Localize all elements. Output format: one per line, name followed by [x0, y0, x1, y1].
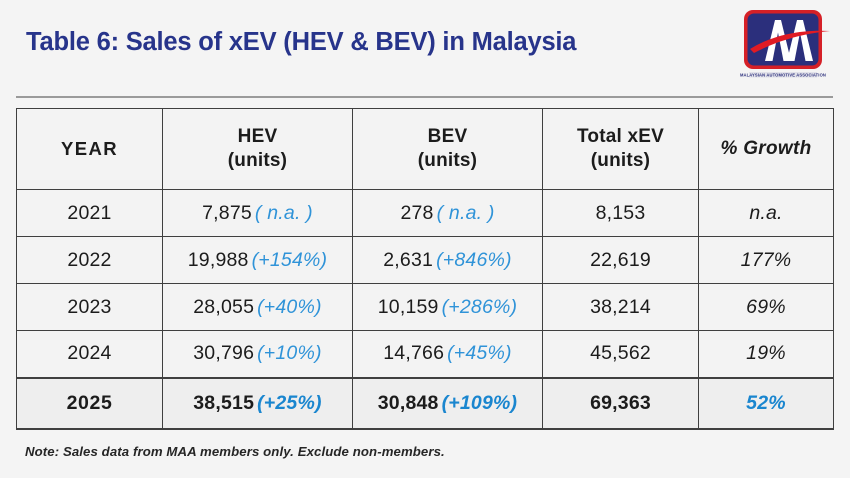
cell-bev: 30,848 (+109%): [352, 376, 543, 430]
cell-hev: 30,796 (+10%): [162, 330, 353, 378]
xev-sales-table-container: YEAR HEV (units) BEV (units) Total xEV (…: [16, 108, 834, 430]
table-row-highlighted: 2025 38,515 (+25%) 30,848 (+109%) 69,363 5…: [16, 376, 834, 430]
cell-bev-growth: (+45%): [447, 342, 512, 365]
cell-year: 2023: [16, 283, 163, 331]
column-header-total-xev-label: Total xEV: [577, 126, 664, 148]
column-header-year-label: YEAR: [61, 138, 118, 160]
column-header-bev: BEV (units): [352, 108, 543, 190]
cell-growth: n.a.: [698, 189, 834, 237]
cell-growth: 52%: [698, 376, 834, 430]
cell-hev-value: 28,055: [193, 295, 255, 318]
cell-year: 2021: [16, 189, 163, 237]
table-header-row: YEAR HEV (units) BEV (units) Total xEV (…: [16, 108, 834, 190]
cell-growth: 19%: [698, 330, 834, 378]
cell-bev: 278( n.a. ): [352, 189, 543, 237]
cell-hev: 28,055 (+40%): [162, 283, 353, 331]
cell-year: 2025: [16, 376, 163, 430]
header-divider: [16, 96, 833, 98]
cell-bev-growth: (+846%): [436, 248, 512, 271]
maa-logo-caption: MALAYSIAN AUTOMOTIVE ASSOCIATION: [740, 73, 826, 78]
cell-bev: 10,159 (+286%): [352, 283, 543, 331]
cell-bev-value: 278: [400, 201, 434, 224]
table-row: 2023 28,055 (+40%) 10,159 (+286%) 38,214 6…: [16, 283, 834, 331]
cell-bev: 14,766 (+45%): [352, 330, 543, 378]
table-row: 2022 19,988 (+154%) 2,631 (+846%) 22,619 1…: [16, 236, 834, 284]
table-body: 2021 7,875( n.a. ) 278( n.a. ) 8,153 n.a…: [16, 189, 834, 430]
column-header-year: YEAR: [16, 108, 163, 190]
cell-growth: 177%: [698, 236, 834, 284]
cell-hev-value: 7,875: [202, 201, 252, 224]
cell-bev-growth: ( n.a. ): [436, 201, 495, 224]
table-row: 2021 7,875( n.a. ) 278( n.a. ) 8,153 n.a…: [16, 189, 834, 237]
cell-growth: 69%: [698, 283, 834, 331]
xev-sales-table: YEAR HEV (units) BEV (units) Total xEV (…: [16, 108, 834, 430]
cell-bev-growth: (+109%): [441, 391, 518, 414]
cell-hev-growth: ( n.a. ): [254, 201, 313, 224]
cell-bev-value: 14,766: [383, 342, 445, 365]
page-header: Table 6: Sales of xEV (HEV & BEV) in Mal…: [0, 0, 850, 97]
cell-hev: 38,515 (+25%): [162, 376, 353, 430]
maa-logo: MALAYSIAN AUTOMOTIVE ASSOCIATION: [735, 9, 831, 82]
cell-hev-growth: (+40%): [257, 295, 322, 318]
cell-bev-value: 10,159: [377, 295, 439, 318]
cell-year: 2022: [16, 236, 163, 284]
cell-total-xev: 38,214: [542, 283, 699, 331]
column-header-hev-label: HEV: [237, 126, 278, 148]
column-header-bev-label: BEV: [427, 126, 468, 148]
cell-hev-growth: (+25%): [257, 391, 322, 414]
table-footnote: Note: Sales data from MAA members only. …: [25, 444, 445, 459]
cell-total-xev: 8,153: [542, 189, 699, 237]
cell-bev-growth: (+286%): [441, 295, 518, 318]
column-header-growth-label: % Growth: [720, 138, 812, 160]
column-header-total-xev: Total xEV (units): [542, 108, 699, 190]
cell-total-xev: 45,562: [542, 330, 699, 378]
cell-hev-value: 19,988: [187, 248, 249, 271]
column-header-hev-units: (units): [227, 150, 288, 171]
column-header-growth: % Growth: [698, 108, 834, 190]
cell-year: 2024: [16, 330, 163, 378]
table-row: 2024 30,796 (+10%) 14,766 (+45%) 45,562 19…: [16, 330, 834, 378]
cell-hev-value: 30,796: [193, 342, 255, 365]
cell-bev: 2,631 (+846%): [352, 236, 543, 284]
cell-bev-value: 30,848: [377, 391, 439, 414]
cell-hev: 7,875( n.a. ): [162, 189, 353, 237]
column-header-hev: HEV (units): [162, 108, 353, 190]
cell-hev-value: 38,515: [193, 391, 255, 414]
table-header: YEAR HEV (units) BEV (units) Total xEV (…: [16, 108, 834, 190]
column-header-total-xev-units: (units): [590, 150, 651, 171]
cell-hev-growth: (+10%): [257, 342, 322, 365]
column-header-bev-units: (units): [417, 150, 478, 171]
cell-total-xev: 22,619: [542, 236, 699, 284]
cell-total-xev: 69,363: [542, 376, 699, 430]
cell-hev-growth: (+154%): [251, 248, 328, 271]
page-title: Table 6: Sales of xEV (HEV & BEV) in Mal…: [26, 28, 577, 56]
cell-bev-value: 2,631: [383, 248, 434, 271]
cell-hev: 19,988 (+154%): [162, 236, 353, 284]
